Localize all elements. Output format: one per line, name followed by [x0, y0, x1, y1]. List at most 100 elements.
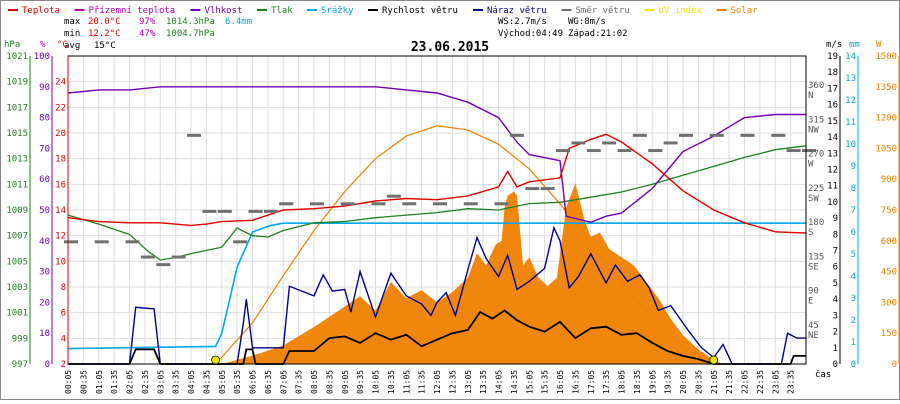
direction-deg-tick: 45: [808, 321, 819, 331]
x-tick-label: 10:05: [372, 370, 381, 394]
x-tick-label: 03:35: [172, 370, 181, 394]
hpa-axis-tick: 1003: [6, 283, 28, 293]
mm-axis-tick: 13: [845, 74, 856, 84]
legend-label-smer: Směr větru: [576, 6, 630, 16]
hpa-axis-tick: 1013: [6, 155, 28, 165]
wind-direction-mark: [371, 202, 386, 206]
x-tick-label: 08:05: [310, 370, 319, 394]
pct-axis-tick: 0: [45, 360, 50, 370]
legend-label-naraz: Náraz větru: [487, 6, 547, 16]
series-rychlost: [68, 309, 806, 365]
hpa-unit-label: hPa: [4, 40, 20, 50]
x-tick-label: 07:05: [279, 370, 288, 394]
wind-direction-mark: [202, 209, 217, 213]
wind-direction-mark: [740, 133, 755, 137]
x-tick-label: 18:35: [633, 370, 642, 394]
degc-axis-tick: 4: [61, 334, 66, 344]
x-tick-label: 00:35: [79, 370, 88, 394]
direction-deg-tick: 270: [808, 150, 824, 160]
hpa-axis-tick: 1007: [6, 232, 28, 242]
pct-axis-tick: 10: [39, 329, 50, 339]
hpa-axis-tick: 1015: [6, 129, 28, 139]
stats-min-press: 1004.7hPa: [166, 29, 215, 39]
sun-marker: [709, 355, 719, 365]
wind-direction-mark: [171, 255, 186, 259]
x-tick-label: 14:05: [495, 370, 504, 394]
pct-axis-tick: 40: [39, 237, 50, 247]
wind-direction-mark: [771, 133, 786, 137]
x-tick-label: 11:05: [402, 370, 411, 394]
legend: Teplota Přízemní teplota Vlhkost Tlak Srážky…: [8, 6, 758, 16]
w-axis-tick: 450: [881, 268, 897, 278]
hpa-axis-tick: 1009: [6, 206, 28, 216]
mm-axis-tick: 6: [851, 228, 856, 238]
wind-direction-mark: [233, 240, 248, 244]
x-tick-label: 16:35: [571, 370, 580, 394]
x-tick-label: 04:35: [202, 370, 211, 394]
legend-label-tlak: Tlak: [271, 6, 293, 16]
hpa-axis-tick: 1005: [6, 257, 28, 267]
w-axis-tick: 900: [881, 175, 897, 185]
degc-axis-tick: 16: [55, 180, 66, 190]
series-naraz: [68, 225, 806, 365]
x-tick-label: 09:35: [356, 370, 365, 394]
hpa-axis-tick: 1017: [6, 103, 28, 113]
pct-axis-tick: 60: [39, 175, 50, 185]
stats-max-label: max: [64, 17, 81, 27]
ms-axis-tick: 12: [827, 165, 838, 175]
direction-tick: SW: [808, 194, 819, 204]
stats-min-hum: 47%: [139, 29, 156, 39]
ms-axis-tick: 3: [833, 311, 838, 321]
mm-axis-tick: 3: [851, 294, 856, 304]
direction-deg-tick: 135: [808, 252, 824, 262]
ms-axis-tick: 1: [833, 344, 838, 354]
degc-axis-tick: 24: [55, 78, 66, 88]
ms-axis-tick: 16: [827, 101, 838, 111]
x-tick-label: 07:35: [295, 370, 304, 394]
x-tick-label: 12:05: [433, 370, 442, 394]
direction-tick: E: [808, 297, 813, 307]
wind-direction-mark: [340, 202, 355, 206]
axis-unit-headers: hPa % °C m/s mm W: [4, 40, 882, 50]
x-tick-label: 20:35: [694, 370, 703, 394]
direction-tick: S: [808, 228, 813, 238]
x-tick-label: 17:05: [587, 370, 596, 394]
stats-sunset: Západ:21:02: [568, 29, 628, 39]
mm-unit-label: mm: [849, 40, 860, 50]
degc-axis-tick: 10: [55, 257, 66, 267]
w-axis-tick: 0: [892, 360, 897, 370]
x-tick-label: 02:35: [141, 370, 150, 394]
x-tick-label: 01:05: [95, 370, 104, 394]
pct-axis-tick: 100: [34, 52, 50, 62]
x-tick-label: 21:05: [710, 370, 719, 394]
sun-marker: [211, 355, 220, 365]
wind-direction-mark: [802, 149, 816, 153]
x-tick-label: 05:35: [233, 370, 242, 394]
x-tick-label: 11:35: [418, 370, 427, 394]
stats-avg-temp: 15°C: [94, 41, 116, 51]
pct-unit-label: %: [40, 40, 46, 50]
x-tick-label: 16:05: [556, 370, 565, 394]
wind-direction-mark: [709, 133, 724, 137]
series-teplota: [67, 133, 807, 234]
mm-axis-tick: 7: [851, 206, 856, 216]
degc-axis-tick: 2: [61, 360, 66, 370]
wind-direction-mark: [310, 202, 324, 206]
degc-axis-tick: 12: [55, 232, 66, 242]
wind-direction-mark: [663, 141, 678, 145]
ms-axis-tick: 15: [827, 117, 838, 127]
stats-wg: WG:8m/s: [568, 17, 606, 27]
hpa-axis-tick: 1001: [6, 309, 28, 319]
x-tick-label: 09:05: [341, 370, 350, 394]
direction-deg-tick: 90: [808, 287, 819, 297]
wind-direction-mark: [602, 141, 617, 145]
x-tick-label: 13:05: [464, 370, 473, 394]
pct-axis-tick: 90: [39, 83, 50, 93]
stats-max-press: 1014.3hPa: [166, 17, 215, 27]
ms-axis-tick: 7: [833, 247, 838, 257]
hpa-axis-tick: 999: [12, 334, 28, 344]
ms-axis-tick: 6: [833, 263, 838, 273]
x-tick-label: 00:05: [64, 370, 73, 394]
hpa-axis-tick: 1019: [6, 78, 28, 88]
